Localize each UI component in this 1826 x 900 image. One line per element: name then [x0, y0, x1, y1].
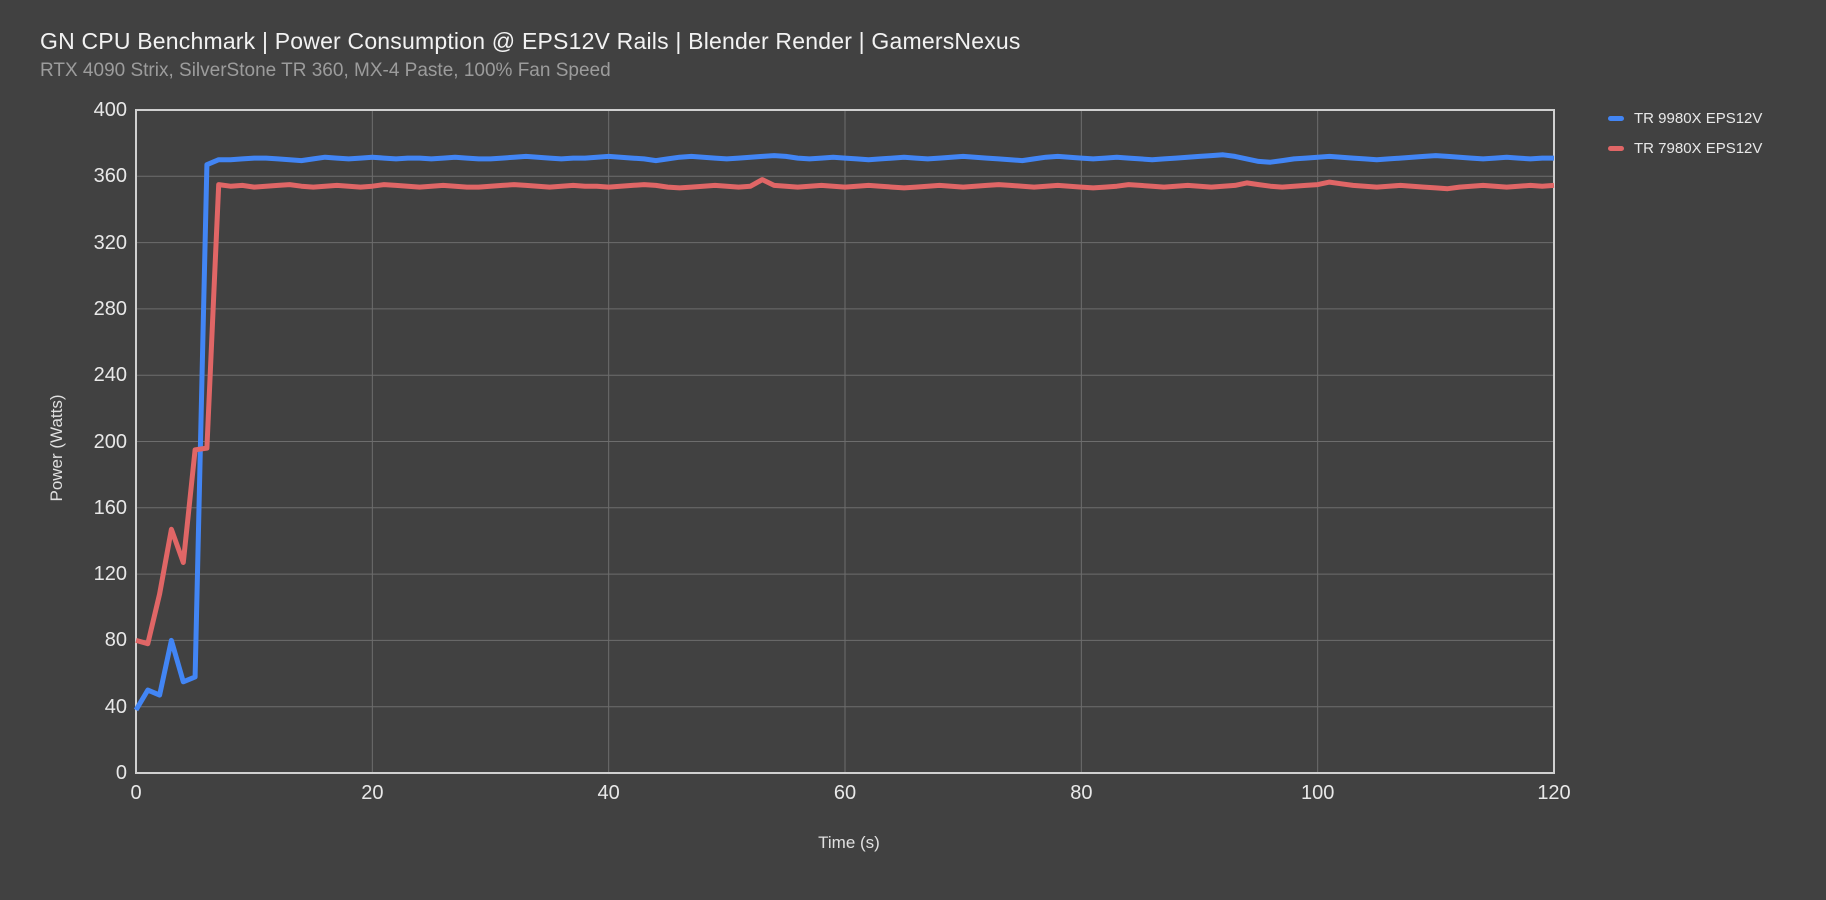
y-tick-label: 40: [104, 695, 127, 718]
legend-swatch-blue-icon: [1608, 115, 1624, 121]
y-tick-label: 0: [115, 762, 127, 784]
series-line-tr-9980x-eps12v: [133, 152, 1554, 712]
series-line-tr-7980x-eps12v: [135, 177, 1555, 647]
legend: TR 9980X EPS12V TR 7980X EPS12V: [1608, 107, 1762, 167]
y-axis-title: Power (Watts): [47, 394, 66, 502]
chart-subtitle: RTX 4090 Strix, SilverStone TR 360, MX-4…: [40, 60, 611, 81]
y-tick-label: 280: [93, 297, 127, 320]
x-tick-label: 0: [130, 782, 142, 804]
y-tick-label: 200: [93, 430, 127, 453]
y-tick-label: 400: [93, 99, 127, 121]
legend-item-tr-7980x: TR 7980X EPS12V: [1608, 137, 1762, 159]
chart-title: GN CPU Benchmark | Power Consumption @ E…: [40, 28, 1021, 54]
legend-swatch-red-icon: [1608, 145, 1624, 151]
legend-label: TR 9980X EPS12V: [1634, 109, 1763, 127]
x-tick-label: 120: [1537, 782, 1571, 804]
y-tick-label: 320: [93, 231, 127, 254]
y-tick-label: 240: [93, 364, 127, 387]
x-tick-label: 60: [833, 782, 857, 804]
y-tick-label: 360: [93, 165, 127, 188]
x-tick-label: 100: [1300, 782, 1335, 804]
legend-label: TR 7980X EPS12V: [1634, 139, 1763, 157]
legend-item-tr-9980x: TR 9980X EPS12V: [1608, 107, 1762, 129]
y-tick-label: 120: [93, 563, 127, 586]
x-tick-label: 40: [597, 782, 620, 804]
x-axis-tick-labels: 0 20 40 60 80 100 120: [0, 781, 1826, 807]
y-tick-label: 80: [104, 629, 127, 652]
x-tick-label: 80: [1070, 782, 1093, 804]
y-tick-label: 160: [93, 496, 127, 519]
y-axis-tick-labels: 0 40 80 120 160 200 240 280 320 360 400: [0, 0, 127, 900]
plot-frame: [135, 109, 1555, 774]
x-tick-label: 20: [361, 782, 384, 804]
x-axis-title: Time (s): [818, 833, 880, 852]
